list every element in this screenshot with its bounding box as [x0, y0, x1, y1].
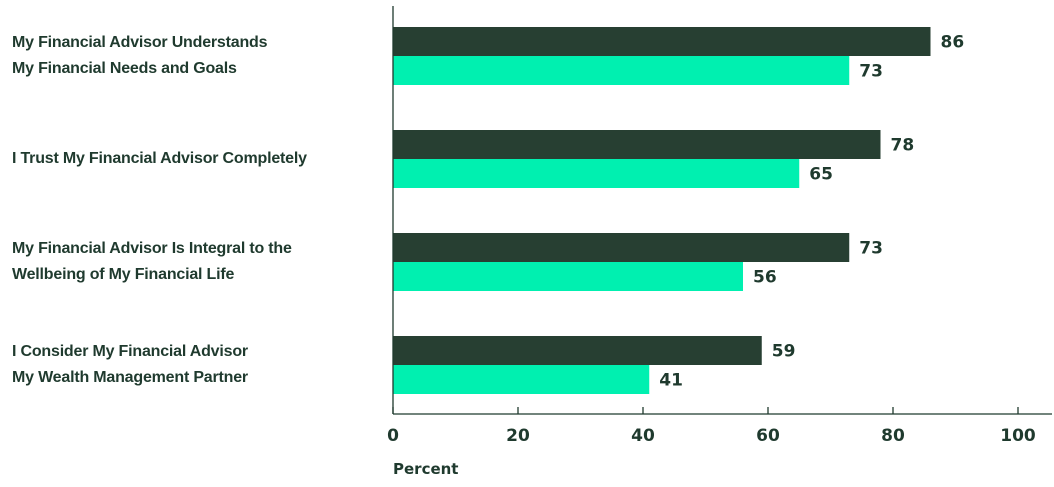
bar	[393, 130, 881, 159]
x-tick-label: 60	[756, 426, 780, 446]
bar-value-label: 65	[809, 165, 833, 185]
category-label-line: I Consider My Financial Advisor	[12, 343, 248, 360]
category-label-line: My Financial Advisor Understands	[12, 34, 268, 51]
category-label: My Financial Advisor Is Integral to the W…	[12, 236, 384, 288]
category-label: I Trust My Financial Advisor Completely	[12, 146, 384, 172]
bar	[393, 233, 850, 262]
x-axis-title: Percent	[393, 460, 458, 478]
bar	[393, 56, 850, 85]
category-label-line: My Wealth Management Partner	[12, 369, 248, 386]
category-label: My Financial Advisor Understands My Finan…	[12, 30, 384, 82]
bar-value-label: 78	[891, 136, 915, 156]
x-tick-label: 40	[631, 426, 655, 446]
bar	[393, 262, 743, 291]
x-tick-label: 100	[1000, 426, 1036, 446]
bar-value-label: 86	[941, 33, 965, 53]
x-tick-label: 0	[387, 426, 399, 446]
bar-value-label: 56	[753, 268, 777, 288]
bar-value-label: 59	[772, 342, 796, 362]
category-label-line: Wellbeing of My Financial Life	[12, 266, 235, 283]
category-label-line: I Trust My Financial Advisor Completely	[12, 150, 307, 167]
x-tick-label: 80	[881, 426, 905, 446]
bar-value-label: 41	[659, 371, 683, 391]
bar	[393, 27, 931, 56]
bar-value-label: 73	[859, 239, 883, 259]
category-label: I Consider My Financial Advisor My Wealth…	[12, 339, 384, 391]
category-label-line: My Financial Advisor Is Integral to the	[12, 240, 292, 257]
category-label-line: My Financial Needs and Goals	[12, 60, 237, 77]
bar	[393, 336, 762, 365]
bar	[393, 365, 650, 394]
x-tick-label: 20	[506, 426, 530, 446]
bar-value-label: 73	[859, 62, 883, 82]
bar	[393, 159, 800, 188]
